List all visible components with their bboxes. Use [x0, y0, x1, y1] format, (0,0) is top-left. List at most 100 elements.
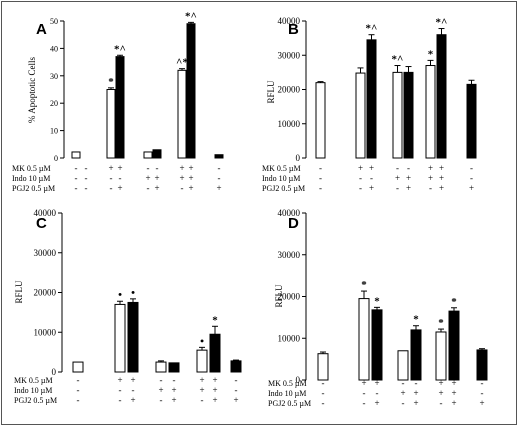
bar: [410, 329, 422, 381]
condition-label: PGJ2 0.5 µM: [262, 184, 305, 193]
condition-sign: -: [402, 378, 405, 388]
condition-sign: +: [199, 375, 204, 385]
condition-sign: -: [319, 173, 322, 183]
condition-sign: -: [160, 375, 163, 385]
bar: [355, 72, 366, 159]
condition-sign: +: [374, 398, 379, 408]
condition-label: PGJ2 0.5 µM: [14, 396, 57, 405]
condition-sign: +: [438, 378, 443, 388]
y-axis-label: RFLU: [266, 80, 276, 104]
panel-letter: A: [36, 21, 47, 38]
y-tick-label: 20000: [278, 85, 301, 95]
y-axis-label: % Apoptotic Cells: [27, 57, 37, 123]
condition-sign: -: [75, 163, 78, 173]
condition-sign: -: [322, 378, 325, 388]
y-tick-label: 40000: [278, 208, 301, 218]
significance-marker: •: [131, 287, 135, 299]
condition-sign: -: [85, 173, 88, 183]
y-tick-label: 10: [50, 127, 58, 136]
condition-sign: +: [451, 378, 456, 388]
significance-marker: *: [212, 314, 218, 326]
condition-sign: -: [407, 163, 410, 173]
condition-sign: +: [130, 375, 135, 385]
condition-sign: -: [235, 385, 238, 395]
y-axis-label: RFLU: [14, 280, 24, 304]
significance-marker: •: [118, 289, 122, 301]
bar: [317, 353, 329, 381]
condition-sign: +: [145, 173, 150, 183]
significance-marker: *: [451, 296, 457, 308]
panel-letter: B: [288, 21, 299, 38]
condition-sign: -: [85, 183, 88, 193]
chart-panel-c: C 0 10000 20000 30000 40000 RFLU • • • * MK 0.5 µM -…: [14, 208, 242, 405]
bar: [71, 151, 81, 159]
significance-marker: *^: [185, 10, 197, 22]
condition-sign: -: [119, 395, 122, 405]
condition-label: Indo 10 µM: [12, 174, 50, 183]
condition-sign: -: [77, 385, 80, 395]
bar: [168, 362, 180, 373]
condition-sign: -: [119, 385, 122, 395]
condition-sign: -: [322, 388, 325, 398]
condition-sign: +: [212, 375, 217, 385]
y-tick-label: 20: [50, 99, 58, 108]
condition-sign: +: [369, 183, 374, 193]
condition-sign: +: [154, 183, 159, 193]
condition-sign: -: [376, 388, 379, 398]
bar: [448, 310, 460, 381]
condition-sign: +: [179, 163, 184, 173]
bar: [106, 89, 116, 159]
y-tick-label: 20000: [34, 288, 57, 298]
condition-sign: -: [132, 385, 135, 395]
condition-sign: -: [119, 173, 122, 183]
bar: [143, 151, 153, 159]
condition-sign: +: [369, 163, 374, 173]
condition-sign: +: [413, 388, 418, 398]
condition-label: MK 0.5 µM: [14, 376, 53, 385]
condition-sign: +: [479, 398, 484, 408]
condition-sign: -: [370, 173, 373, 183]
condition-sign: -: [470, 163, 473, 173]
condition-sign: -: [156, 163, 159, 173]
bar: [392, 71, 403, 159]
condition-sign: +: [188, 173, 193, 183]
bar: [152, 149, 162, 159]
condition-sign: +: [451, 388, 456, 398]
significance-marker: *^: [114, 43, 126, 55]
y-tick-label: 40000: [34, 208, 57, 218]
condition-sign: +: [179, 173, 184, 183]
condition-label: Indo 10 µM: [14, 386, 52, 395]
bar: [155, 361, 167, 373]
bar: [476, 349, 488, 381]
condition-sign: +: [212, 395, 217, 405]
condition-sign: -: [173, 375, 176, 385]
condition-sign: -: [110, 183, 113, 193]
y-tick-label: 0: [296, 375, 301, 385]
condition-label: MK 0.5 µM: [268, 379, 307, 388]
bar: [436, 34, 447, 159]
bar: [358, 298, 370, 381]
bar: [371, 309, 383, 381]
condition-sign: +: [117, 163, 122, 173]
condition-sign: -: [440, 398, 443, 408]
condition-label: PGJ2 0.5 µM: [12, 184, 55, 193]
condition-sign: -: [363, 398, 366, 408]
condition-sign: -: [181, 183, 184, 193]
y-axis-label: RFLU: [274, 284, 284, 308]
condition-label: MK 0.5 µM: [12, 164, 51, 173]
condition-sign: +: [395, 173, 400, 183]
condition-sign: -: [429, 183, 432, 193]
condition-sign: -: [147, 163, 150, 173]
condition-sign: +: [361, 378, 366, 388]
condition-sign: -: [402, 398, 405, 408]
significance-marker: *^: [366, 23, 378, 35]
condition-sign: -: [319, 163, 322, 173]
condition-sign: +: [438, 388, 443, 398]
bar: [127, 301, 139, 373]
significance-marker: *: [428, 48, 434, 60]
significance-marker: *: [374, 295, 380, 307]
significance-marker: *^: [436, 17, 448, 29]
bar: [72, 361, 84, 373]
bar: [315, 82, 326, 159]
